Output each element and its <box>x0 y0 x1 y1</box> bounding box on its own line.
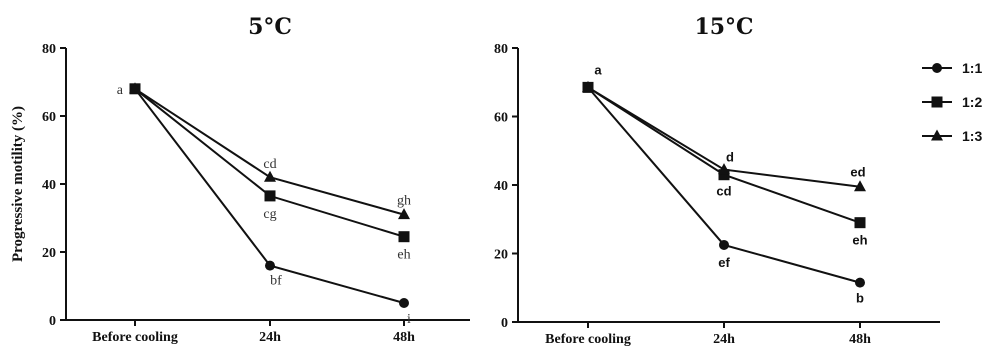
significance-label: a <box>117 83 124 98</box>
significance-label: cd <box>716 184 731 199</box>
data-point-1:2 <box>718 169 730 181</box>
significance-label: ed <box>850 165 865 180</box>
data-point-1:3 <box>398 208 410 220</box>
data-point-1:3 <box>854 180 866 192</box>
y-tick-label: 0 <box>49 314 56 329</box>
y-tick-label: 60 <box>42 110 56 125</box>
data-point-1:2 <box>264 190 276 202</box>
data-point-1:1 <box>265 260 275 271</box>
significance-label: bf <box>270 274 282 289</box>
data-point-1:1 <box>855 277 865 288</box>
legend-item-1:1: 1:1 <box>922 60 982 76</box>
x-tick-label: 48h <box>393 330 415 345</box>
data-point-1:3 <box>129 82 141 94</box>
chart-panel-1: 5°C Progressive motility (%) 0 20 40 60 80 Befo… <box>10 14 470 345</box>
significance-label: cg <box>263 207 276 222</box>
significance-label: ef <box>718 255 730 270</box>
legend-label: 1:2 <box>962 94 982 110</box>
x-tick-label: 48h <box>849 332 871 347</box>
data-point-1:2 <box>854 217 866 229</box>
y-tick-label: 40 <box>42 178 56 193</box>
data-point-1:3 <box>264 170 276 182</box>
legend-marker-triangle <box>931 129 943 141</box>
legend-label: 1:3 <box>962 128 982 144</box>
significance-label: eh <box>852 233 867 248</box>
legend-item-1:3: 1:3 <box>922 128 982 144</box>
significance-label: b <box>856 291 864 306</box>
significance-label: d <box>726 150 734 165</box>
y-tick-label: 20 <box>494 248 508 263</box>
y-tick-label: 0 <box>501 316 508 331</box>
data-point-1:2 <box>398 231 410 243</box>
y-tick-label: 20 <box>42 246 56 261</box>
x-tick-label: Before cooling <box>545 332 631 347</box>
y-tick-label: 60 <box>494 111 508 126</box>
x-tick-label: 24h <box>259 330 281 345</box>
chart-panel-2: 15°C 0 20 40 60 80 Before cooling 24h 48h a ef b cd e… <box>494 14 940 347</box>
legend-item-1:2: 1:2 <box>922 94 982 110</box>
significance-label: cd <box>263 157 276 172</box>
y-tick-label: 40 <box>494 179 508 194</box>
data-point-1:3 <box>718 163 730 175</box>
y-tick-label: 80 <box>494 42 508 57</box>
legend: 1:1 1:2 1:3 <box>922 60 982 144</box>
legend-label: 1:1 <box>962 60 982 76</box>
data-point-1:1 <box>399 298 409 308</box>
x-tick-label: 24h <box>713 332 735 347</box>
chart-title: 5°C <box>248 14 292 40</box>
significance-label: eh <box>397 248 410 263</box>
data-point-1:1 <box>719 239 729 250</box>
significance-label: a <box>594 62 602 77</box>
chart-title: 15°C <box>694 14 753 40</box>
x-tick-label: Before cooling <box>92 330 178 345</box>
y-axis-label: Progressive motility (%) <box>10 106 26 262</box>
series-line-1:2 <box>587 86 861 224</box>
y-tick-label: 80 <box>42 42 56 57</box>
legend-marker-circle <box>932 63 942 73</box>
significance-label: i <box>407 312 411 327</box>
legend-marker-square <box>931 96 943 108</box>
data-point-1:3 <box>582 80 594 92</box>
significance-label: gh <box>397 194 411 209</box>
